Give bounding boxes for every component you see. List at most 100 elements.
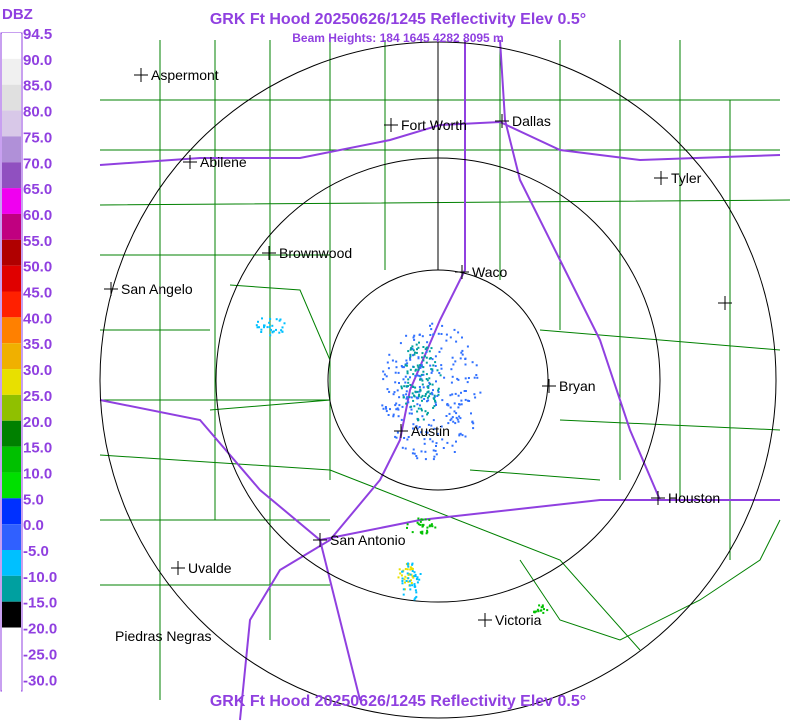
echo: [272, 330, 275, 333]
echo: [450, 368, 453, 371]
echo: [427, 399, 430, 402]
legend-swatch: [2, 524, 21, 550]
echo: [431, 368, 434, 371]
echo: [536, 608, 539, 611]
echo: [474, 396, 477, 399]
echo: [421, 383, 424, 386]
legend-label: 0.0: [23, 517, 44, 534]
echo: [435, 442, 438, 445]
echo: [413, 583, 416, 586]
legend-swatch: [2, 188, 21, 214]
echo: [446, 441, 449, 444]
city-label: Austin: [411, 423, 450, 439]
echo: [423, 355, 426, 358]
legend-label: -25.0: [23, 646, 57, 663]
echo: [433, 427, 436, 430]
echo: [464, 398, 467, 401]
legend-label: 25.0: [23, 388, 52, 405]
echo: [409, 368, 412, 371]
echo: [404, 381, 407, 384]
echo: [433, 405, 436, 408]
echo: [392, 415, 395, 418]
echo: [407, 577, 410, 580]
echo: [419, 389, 422, 392]
echo: [415, 455, 418, 457]
echo: [475, 374, 478, 376]
city-label: Aspermont: [151, 67, 219, 83]
echo: [440, 367, 443, 370]
echo: [412, 386, 415, 388]
echo: [464, 377, 467, 380]
echo: [406, 523, 409, 526]
echo: [416, 581, 419, 584]
echo: [397, 576, 400, 579]
echo: [416, 397, 419, 400]
echo: [537, 610, 540, 613]
echo: [413, 405, 416, 408]
echo: [435, 404, 437, 406]
echo: [470, 412, 472, 415]
echo: [413, 394, 415, 397]
echo: [426, 431, 429, 434]
echo: [441, 438, 444, 441]
echo: [437, 391, 440, 393]
legend-label: 65.0: [23, 181, 52, 198]
echo: [381, 404, 384, 407]
echo: [411, 584, 414, 587]
legend-label: 20.0: [23, 414, 52, 431]
echo: [406, 370, 409, 373]
echo: [430, 328, 433, 331]
echo: [268, 326, 271, 329]
echo: [420, 409, 423, 412]
echo: [385, 407, 388, 410]
echo: [412, 399, 415, 402]
echo: [410, 347, 413, 350]
echo: [434, 526, 437, 529]
echo: [458, 403, 461, 406]
legend-swatch: [2, 84, 21, 111]
legend-label: 30.0: [23, 362, 52, 379]
echo: [456, 377, 459, 380]
echo: [382, 370, 385, 373]
echo: [417, 517, 420, 520]
echo: [432, 333, 435, 336]
echo: [426, 529, 429, 532]
echo: [409, 384, 412, 386]
legend-swatch: [2, 472, 21, 499]
echo: [437, 387, 440, 390]
echo: [453, 410, 456, 413]
echo: [384, 406, 387, 408]
legend-label: 94.5: [23, 26, 52, 43]
echo: [394, 381, 397, 384]
echo: [263, 326, 265, 329]
echo: [416, 521, 419, 524]
echo: [471, 420, 474, 423]
echo: [409, 357, 411, 360]
echo: [411, 531, 414, 534]
echo: [417, 523, 420, 526]
echo: [425, 350, 428, 353]
echo: [405, 385, 408, 388]
echo: [417, 346, 420, 349]
echo: [425, 532, 428, 535]
echo: [414, 585, 417, 588]
echo: [436, 432, 439, 435]
echo: [466, 345, 469, 348]
echo: [412, 373, 415, 376]
echo: [420, 365, 423, 368]
echo: [437, 393, 440, 396]
echo: [422, 386, 425, 389]
echo: [420, 450, 423, 453]
echo: [414, 375, 417, 377]
echo: [440, 364, 443, 367]
echo: [472, 422, 475, 425]
echo: [412, 448, 415, 451]
echo: [406, 438, 409, 441]
echo: [386, 361, 389, 364]
echo: [425, 373, 428, 376]
echo: [417, 366, 420, 369]
legend-swatch: [2, 575, 21, 602]
echo: [401, 366, 404, 369]
echo: [426, 526, 429, 529]
echo: [411, 347, 414, 350]
